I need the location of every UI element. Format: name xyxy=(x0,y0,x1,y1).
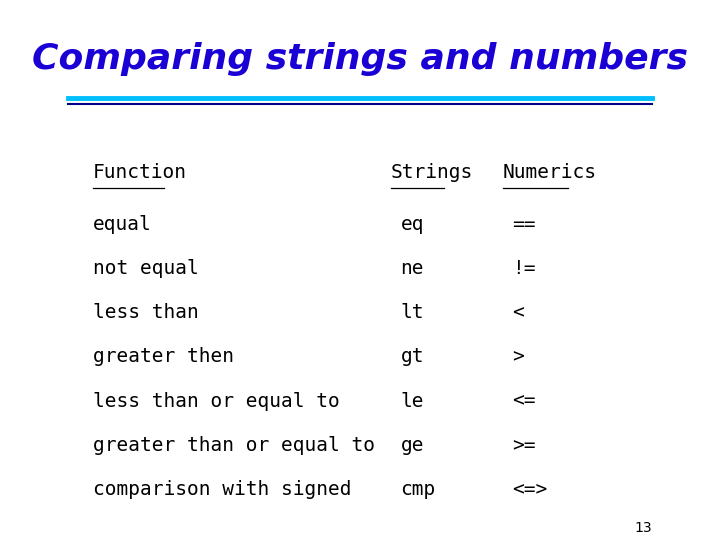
Text: le: le xyxy=(400,392,424,411)
Text: less than or equal to: less than or equal to xyxy=(93,392,339,411)
Text: >: > xyxy=(513,347,524,367)
Text: greater then: greater then xyxy=(93,347,233,367)
Text: 13: 13 xyxy=(635,521,652,535)
Text: eq: eq xyxy=(400,214,424,234)
Text: ==: == xyxy=(513,214,536,234)
Text: gt: gt xyxy=(400,347,424,367)
Text: greater than or equal to: greater than or equal to xyxy=(93,436,374,455)
Text: <: < xyxy=(513,303,524,322)
Text: >=: >= xyxy=(513,436,536,455)
Text: Function: Function xyxy=(93,163,186,183)
Text: not equal: not equal xyxy=(93,259,198,278)
Text: ge: ge xyxy=(400,436,424,455)
Text: equal: equal xyxy=(93,214,151,234)
Text: <=>: <=> xyxy=(513,480,548,500)
Text: <=: <= xyxy=(513,392,536,411)
Text: !=: != xyxy=(513,259,536,278)
Text: lt: lt xyxy=(400,303,424,322)
Text: comparison with signed: comparison with signed xyxy=(93,480,351,500)
Text: Numerics: Numerics xyxy=(503,163,597,183)
Text: less than: less than xyxy=(93,303,198,322)
Text: cmp: cmp xyxy=(400,480,436,500)
Text: ne: ne xyxy=(400,259,424,278)
Text: Comparing strings and numbers: Comparing strings and numbers xyxy=(32,43,688,76)
Text: Strings: Strings xyxy=(391,163,473,183)
